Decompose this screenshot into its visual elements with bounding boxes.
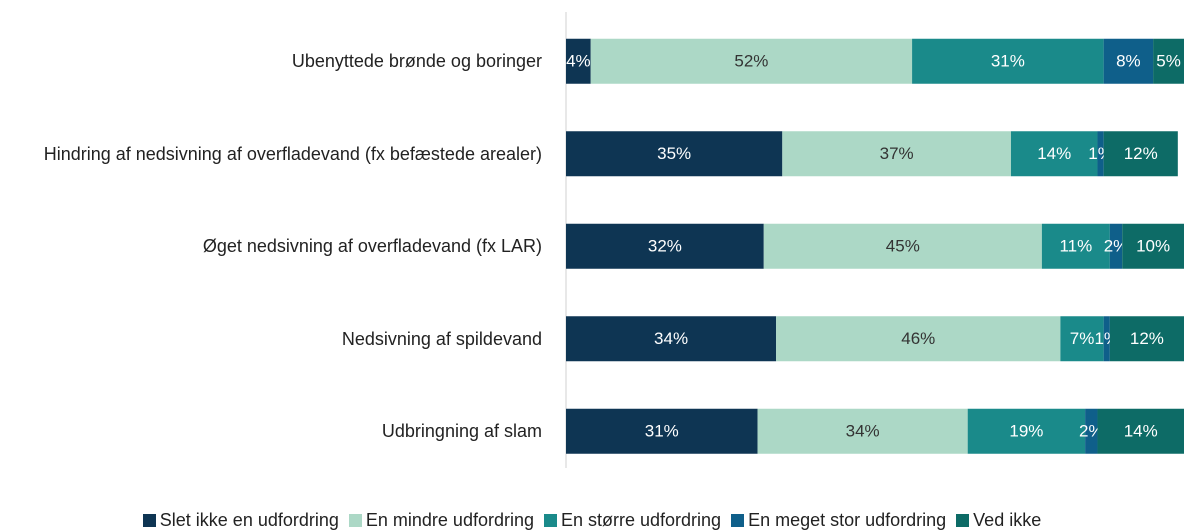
category-label: Udbringning af slam xyxy=(381,421,542,442)
value-label: 8% xyxy=(1116,52,1141,71)
legend-label: Slet ikke en udfordring xyxy=(159,510,339,530)
bar-segment xyxy=(566,408,758,454)
legend-swatch xyxy=(956,514,970,527)
legend-label: En meget stor udfordring xyxy=(748,510,947,530)
value-label: 10% xyxy=(1136,237,1170,256)
bar-segment xyxy=(1085,408,1098,454)
bar-segment xyxy=(1103,38,1154,84)
value-label: 34% xyxy=(654,329,688,348)
value-label: 35% xyxy=(657,144,691,163)
legend-swatch xyxy=(142,514,156,527)
plot: 4% 52% 31% 8% 5%35% 37% 14% 1% 12%32% 45% 11% 2% 10%… xyxy=(565,12,1184,468)
value-label: 11% xyxy=(1059,237,1092,256)
bar-segment xyxy=(763,223,1042,269)
category-label: Nedsivning af spildevand xyxy=(341,328,542,349)
bar-segment xyxy=(1097,408,1184,454)
value-label: 14% xyxy=(1037,144,1071,163)
bar-segment xyxy=(1103,131,1178,177)
bar-segment xyxy=(782,131,1011,177)
bar-segment xyxy=(1103,316,1110,362)
value-label: 52% xyxy=(734,52,768,71)
category-label: Øget nedsivning af overfladevand (fx LAR… xyxy=(202,236,542,257)
bar-segment xyxy=(1109,316,1184,362)
value-label: 12% xyxy=(1124,144,1158,163)
value-label: 32% xyxy=(648,237,682,256)
bar-segment xyxy=(566,38,591,84)
value-label: 45% xyxy=(886,237,920,256)
value-label: 5% xyxy=(1156,52,1181,71)
legend-swatch xyxy=(348,514,362,527)
bar-segment xyxy=(1153,38,1184,84)
legend-item: En meget stor udfordring xyxy=(731,510,946,531)
legend-label: En mindre udfordring xyxy=(365,510,534,530)
legend-label: En større udfordring xyxy=(560,510,722,530)
bar-segment xyxy=(566,316,777,362)
bar-segment xyxy=(1109,223,1123,269)
bar-segment xyxy=(776,316,1061,362)
value-label: 31% xyxy=(645,422,679,441)
bar-segment xyxy=(1041,223,1110,269)
legend-item: En mindre udfordring xyxy=(348,510,534,531)
value-label: 2% xyxy=(1104,237,1129,256)
legend: Slet ikke en udfordring En mindre udfordr… xyxy=(0,510,1184,531)
value-label: 19% xyxy=(1009,422,1043,441)
value-label: 37% xyxy=(880,144,914,163)
value-label: 7% xyxy=(1070,329,1095,348)
legend-label: Ved ikke xyxy=(973,510,1042,530)
bar-segment xyxy=(1060,316,1104,362)
legend-swatch xyxy=(543,514,557,527)
bar-segment xyxy=(590,38,913,84)
value-label: 4% xyxy=(566,52,591,71)
bar-segment xyxy=(757,408,968,454)
value-label: 12% xyxy=(1130,329,1164,348)
bar-segment xyxy=(1097,131,1104,177)
legend-item: En større udfordring xyxy=(543,510,722,531)
value-label: 14% xyxy=(1124,422,1158,441)
bar-segment xyxy=(566,131,783,177)
legend-swatch xyxy=(731,514,745,527)
bar-segment xyxy=(1122,223,1184,269)
category-label: Ubenyttede brønde og boringer xyxy=(291,51,542,72)
bar-segment xyxy=(1010,131,1098,177)
legend-item: Ved ikke xyxy=(956,510,1041,531)
value-label: 46% xyxy=(901,329,935,348)
bar-segment xyxy=(566,223,764,269)
legend-item: Slet ikke en udfordring xyxy=(142,510,339,531)
category-label: Hindring af nedsivning af overfladevand … xyxy=(43,143,542,164)
value-label: 34% xyxy=(846,422,880,441)
value-label: 2% xyxy=(1079,422,1104,441)
value-label: 31% xyxy=(991,52,1025,71)
bar-segment xyxy=(912,38,1104,84)
bar-segment xyxy=(967,408,1086,454)
